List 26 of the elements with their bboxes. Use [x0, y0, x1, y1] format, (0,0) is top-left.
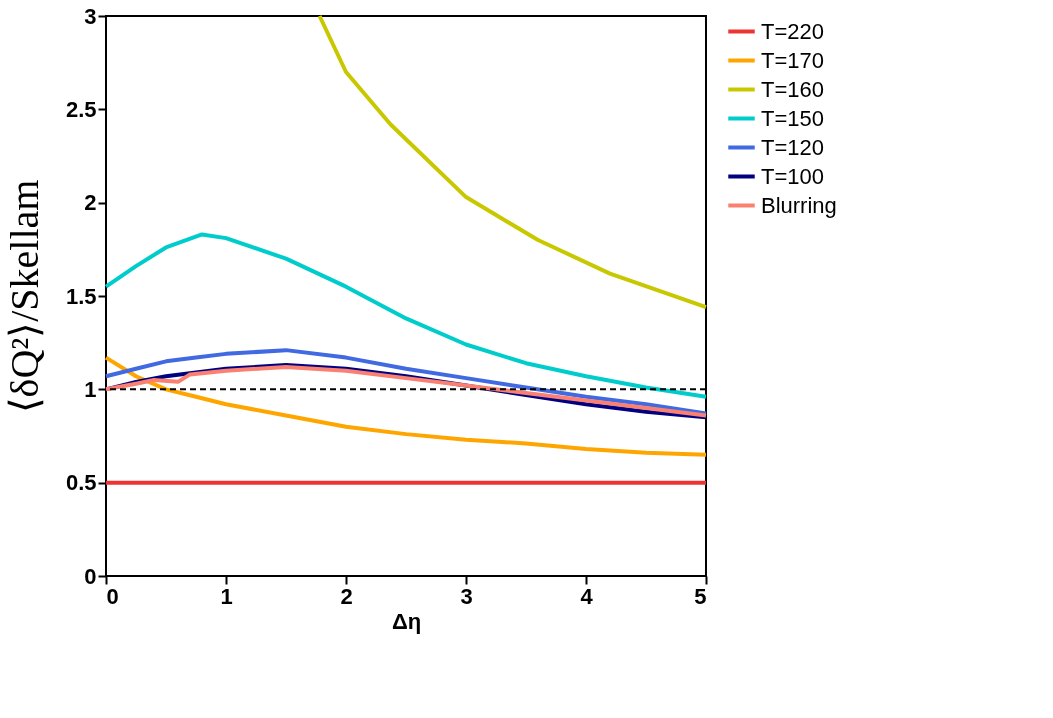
y-tick-label: 1: [84, 376, 97, 402]
legend-label: T=120: [761, 134, 824, 160]
x-tick-label: 5: [694, 583, 707, 609]
line-series: [104, 355, 708, 457]
x-tick-label: 0: [106, 583, 119, 609]
x-axis-title: Δη: [391, 608, 422, 634]
legend-label: T=220: [761, 18, 824, 44]
x-tick-label: 1: [220, 583, 233, 609]
y-tick-label: 0: [84, 563, 97, 589]
x-tick-label: 2: [340, 583, 353, 609]
y-tick-label: 1.5: [65, 283, 97, 309]
y-tick-label: 2: [84, 190, 97, 216]
y-tick-label: 0.5: [65, 470, 97, 496]
x-tick-label: 4: [580, 583, 594, 609]
legend-label: T=160: [761, 76, 824, 102]
legend-label: Blurring: [761, 192, 837, 218]
y-tick-label: 2.5: [65, 96, 97, 122]
legend-label: T=170: [761, 47, 824, 73]
line-series: [317, 14, 708, 310]
y-axis-title: ⟨δQ²⟩/Skellam: [1, 179, 47, 414]
line-series: [104, 232, 708, 399]
y-tick-label: 3: [84, 3, 97, 29]
legend-label: T=150: [761, 105, 824, 131]
x-tick-label: 3: [460, 583, 473, 609]
legend-label: T=100: [761, 163, 824, 189]
line-series: [104, 348, 708, 416]
